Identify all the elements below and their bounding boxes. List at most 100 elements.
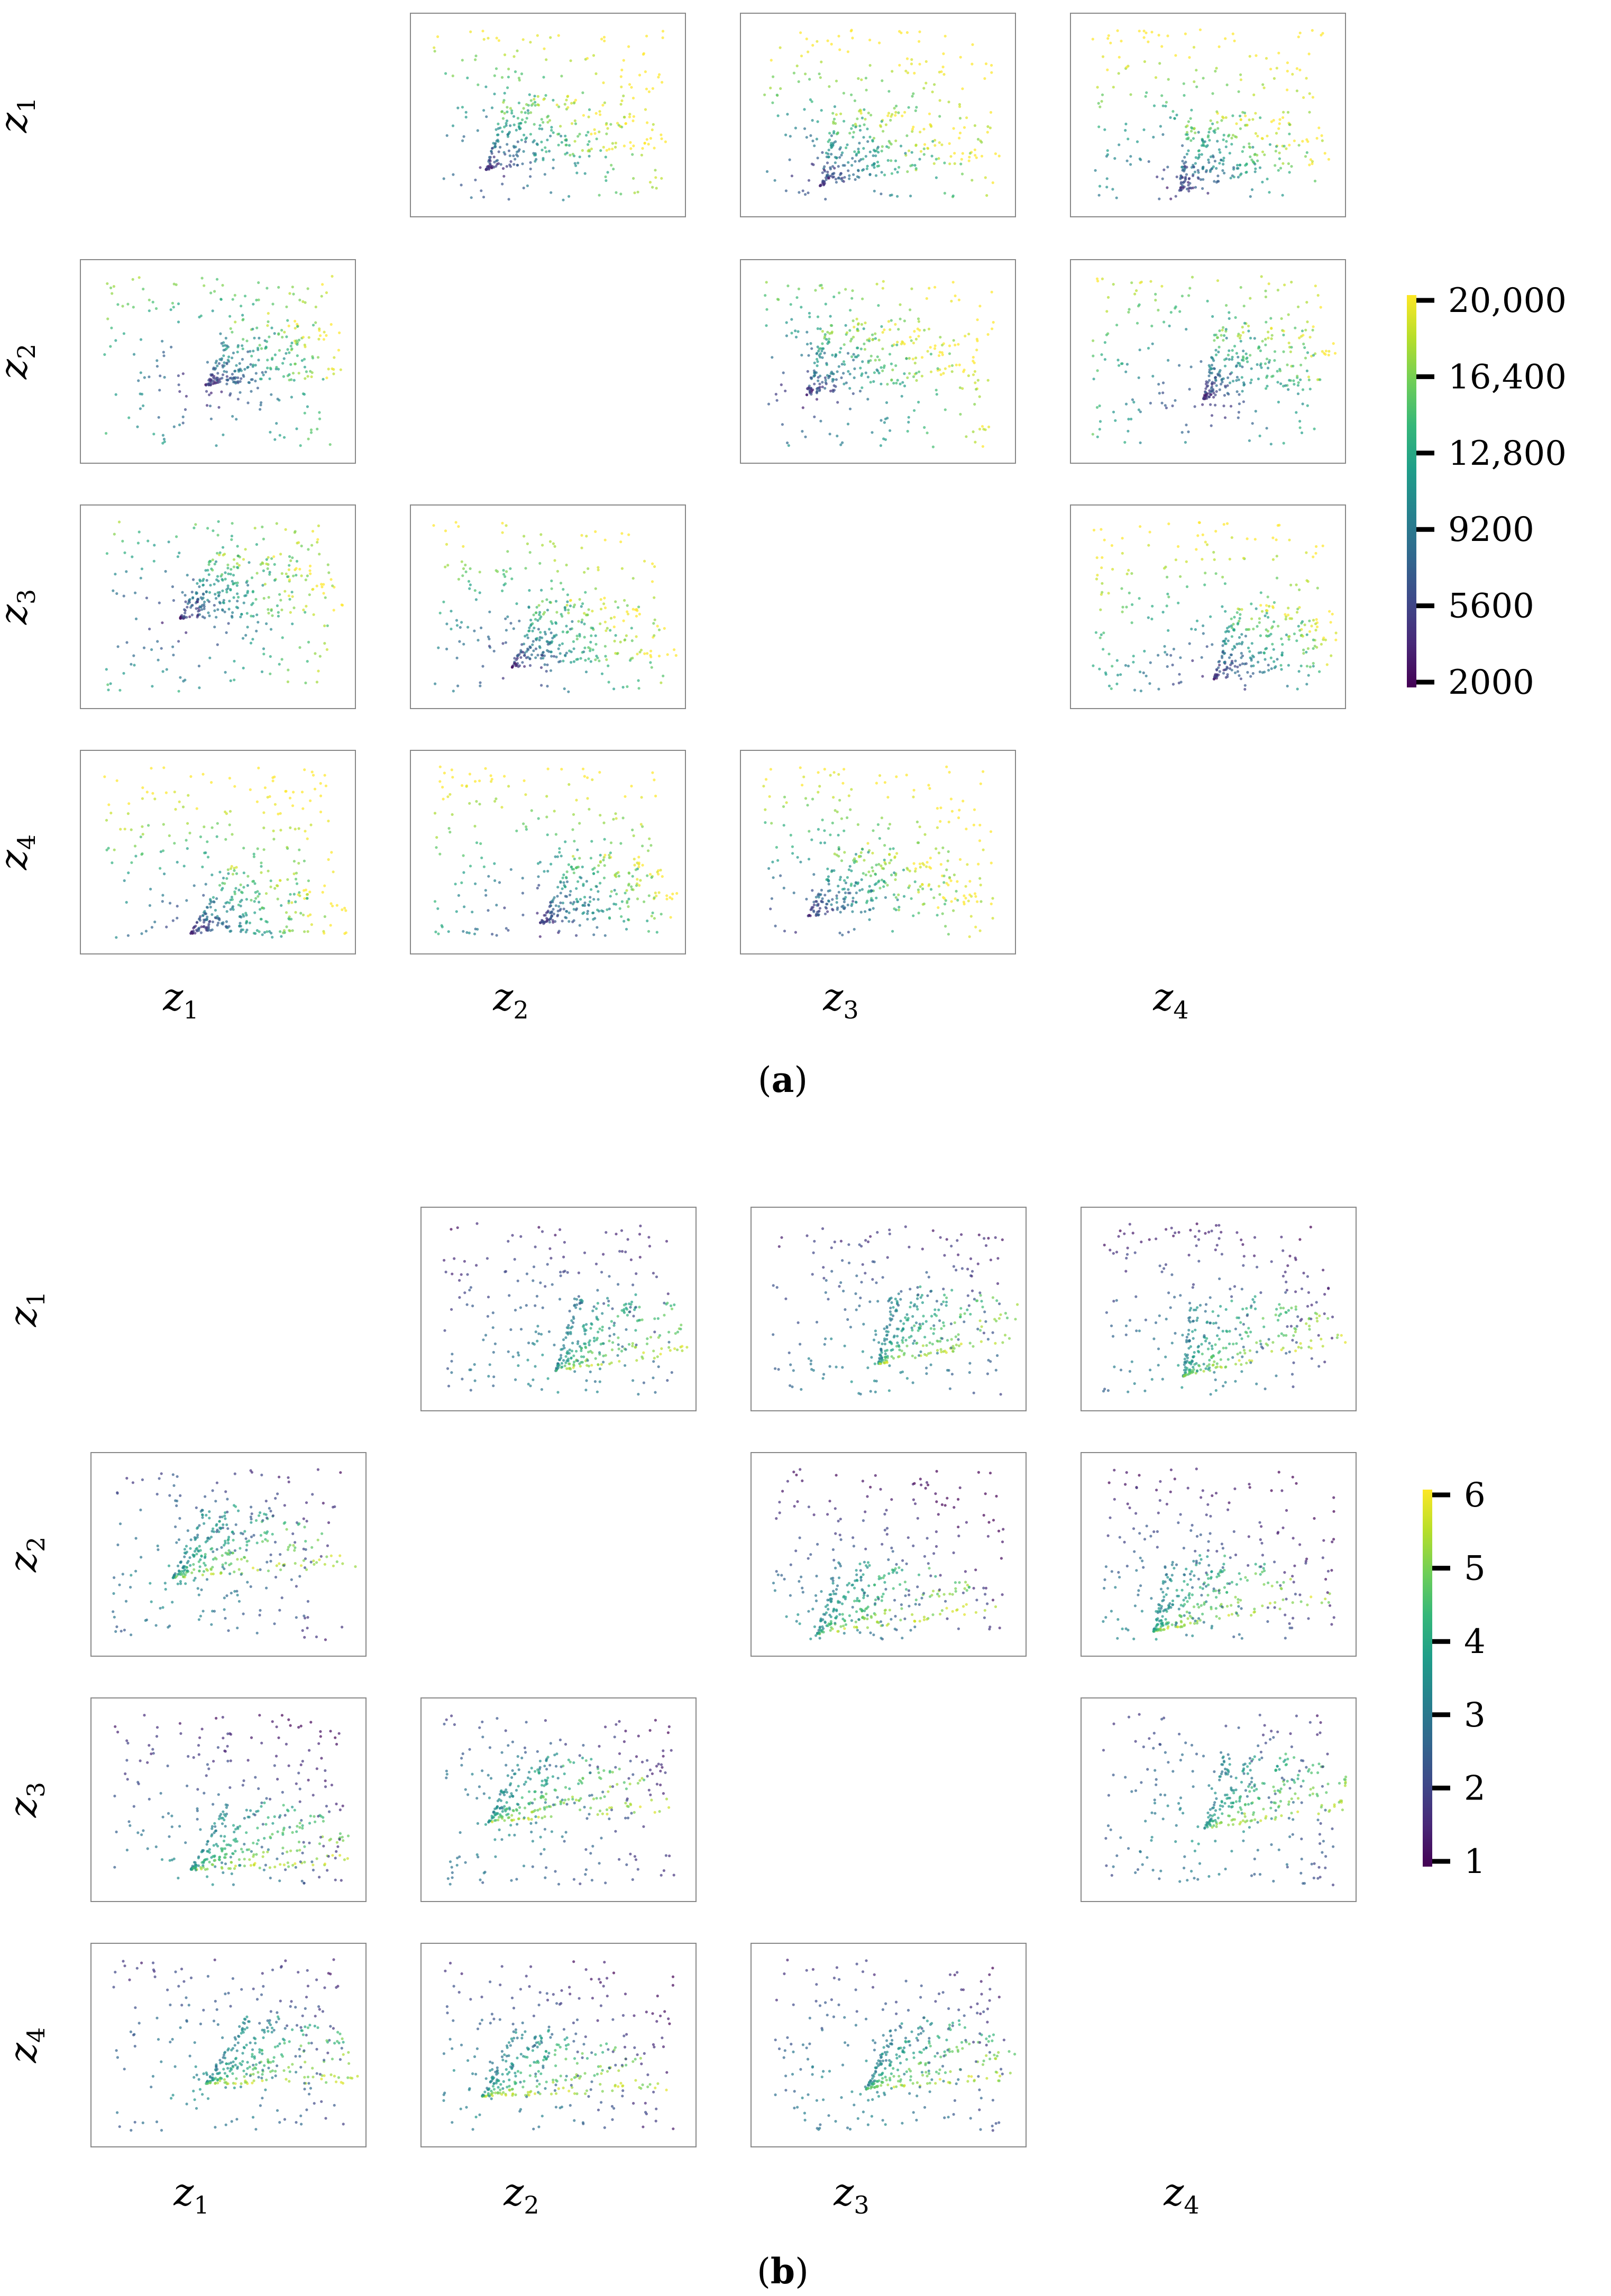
scatter-point xyxy=(771,860,774,864)
scatter-point xyxy=(529,619,533,622)
scatter-point xyxy=(923,328,926,332)
scatter-point xyxy=(550,655,553,658)
scatter-point xyxy=(938,115,941,118)
scatter-point xyxy=(586,917,589,921)
scatter-point xyxy=(552,912,555,915)
scatter-point xyxy=(1228,317,1231,320)
scatter-point xyxy=(836,906,839,910)
scatter-point xyxy=(217,594,220,598)
scatter-point xyxy=(279,930,282,933)
scatter-point xyxy=(835,354,838,357)
scatter-point xyxy=(812,903,816,906)
scatter-point xyxy=(628,113,631,116)
scatter-point xyxy=(882,880,886,883)
scatter-point xyxy=(1223,416,1227,419)
scatter-point xyxy=(620,85,623,88)
scatter-point xyxy=(589,896,592,899)
scatter-point xyxy=(1181,176,1184,179)
scatter-point xyxy=(881,287,884,290)
scatter-point xyxy=(619,640,622,644)
scatter-point xyxy=(791,852,794,855)
scatter-point xyxy=(566,600,569,603)
scatter-point xyxy=(203,921,206,924)
scatter-point xyxy=(231,905,234,908)
scatter-point xyxy=(801,430,804,433)
scatter-point xyxy=(819,419,822,423)
scatter-point xyxy=(271,935,274,939)
scatter-point xyxy=(834,178,837,181)
scatter-point xyxy=(495,164,498,168)
scatter-point xyxy=(593,132,597,135)
scatter-point xyxy=(962,901,965,904)
scatter-point xyxy=(835,157,838,160)
scatter-point xyxy=(438,780,442,783)
scatter-point xyxy=(591,868,594,871)
scatter-point xyxy=(889,328,892,332)
scatter-point xyxy=(195,929,198,932)
scatter-point xyxy=(848,865,852,868)
scatter-point xyxy=(440,924,443,927)
scatter-point xyxy=(603,596,606,600)
scatter-point xyxy=(161,894,164,897)
scatter-point xyxy=(935,158,938,161)
scatter-point xyxy=(894,159,898,162)
scatter-point xyxy=(661,875,664,878)
scatter-point xyxy=(1282,350,1285,353)
scatter-point xyxy=(945,765,948,768)
scatter-point xyxy=(1148,682,1151,685)
scatter-point xyxy=(925,60,928,63)
scatter-point xyxy=(221,546,225,549)
scatter-point xyxy=(231,298,234,301)
scatter-point xyxy=(147,824,150,827)
scatter-point xyxy=(874,873,877,876)
scatter-point xyxy=(1269,443,1273,446)
scatter-point xyxy=(125,570,128,573)
scatter-point xyxy=(1100,566,1103,570)
scatter-point xyxy=(481,30,484,33)
scatter-point xyxy=(817,828,820,831)
scatter-point xyxy=(948,876,951,879)
scatter-point xyxy=(939,863,942,866)
scatter-point xyxy=(238,924,241,928)
scatter-point xyxy=(933,139,937,142)
scatter-point xyxy=(1188,388,1191,391)
scatter-point xyxy=(792,71,795,75)
scatter-point xyxy=(1241,331,1245,334)
scatter-point xyxy=(562,587,565,591)
scatter-point xyxy=(484,889,487,892)
scatter-point xyxy=(169,308,172,311)
scatter-point xyxy=(1226,675,1229,678)
scatter-point xyxy=(1148,530,1151,534)
scatter-point xyxy=(969,915,973,918)
scatter-point xyxy=(852,392,855,396)
scatter-point xyxy=(1301,402,1304,406)
scatter-point xyxy=(512,163,516,166)
scatter-point xyxy=(892,382,895,385)
scatter-point xyxy=(1254,167,1257,170)
scatter-point xyxy=(968,155,971,159)
scatter-point xyxy=(1316,586,1319,590)
scatter-point xyxy=(1169,311,1173,314)
scatter-point xyxy=(219,298,223,301)
scatter-point xyxy=(888,853,891,856)
scatter-point xyxy=(267,608,270,611)
scatter-point xyxy=(867,851,870,854)
scatter-point xyxy=(839,112,843,115)
scatter-point xyxy=(1095,556,1099,559)
scatter-point xyxy=(1264,362,1267,365)
scatter-point xyxy=(1178,673,1181,676)
scatter-point xyxy=(1305,633,1308,636)
scatter-point xyxy=(828,337,831,341)
scatter-point xyxy=(875,149,878,152)
scatter-point xyxy=(937,157,940,160)
scatter-point xyxy=(964,896,967,900)
scatter-point xyxy=(1158,62,1161,65)
scatter-point xyxy=(1311,328,1314,332)
scatter-point xyxy=(1233,39,1236,42)
scatter-point xyxy=(965,116,968,120)
scatter-point xyxy=(1215,167,1218,170)
scatter-point xyxy=(898,166,901,169)
scatter-point xyxy=(581,767,585,770)
scatter-point xyxy=(866,375,869,379)
scatter-point xyxy=(622,94,625,97)
